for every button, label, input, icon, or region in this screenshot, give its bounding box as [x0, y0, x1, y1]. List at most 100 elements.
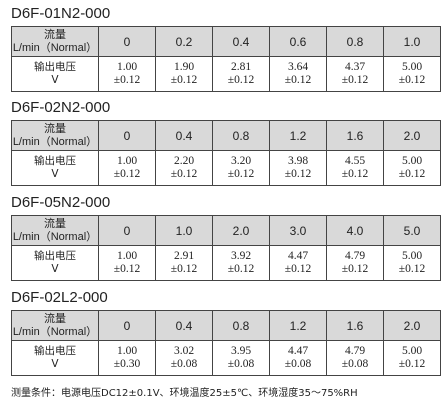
voltage-line: 3.20 [230, 155, 252, 167]
voltage-line: ±0.12 [341, 263, 369, 275]
voltage-line: 3.95 [230, 345, 252, 357]
voltage-line: 4.47 [287, 345, 309, 357]
voltage-cell: 5.00 ±0.12 [383, 245, 441, 281]
voltage-cell: 3.20 ±0.12 [212, 150, 270, 186]
voltage-line: ±0.12 [284, 263, 312, 275]
header-label-line: 流量 [44, 122, 66, 135]
voltage-line: ±0.12 [284, 74, 312, 86]
flow-value: 1.6 [326, 120, 384, 151]
flow-value: 2.0 [212, 215, 270, 246]
voltage-line: ±0.12 [341, 74, 369, 86]
voltage-line: ±0.12 [398, 74, 426, 86]
voltage-line: 4.47 [287, 250, 309, 262]
voltage-cell: 5.00 ±0.12 [383, 56, 441, 92]
section-title: D6F-05N2-000 [11, 194, 111, 211]
voltage-line: 3.02 [173, 345, 195, 357]
flow-value: 0 [98, 310, 156, 341]
row-label-line: V [51, 358, 59, 370]
section-title: D6F-02L2-000 [11, 289, 108, 306]
voltage-line: 1.90 [173, 61, 195, 73]
voltage-cell: 4.47 ±0.12 [269, 245, 327, 281]
voltage-line: 3.98 [287, 155, 309, 167]
flow-value: 1.0 [155, 215, 213, 246]
flow-value: 0.8 [212, 310, 270, 341]
header-label: 流量 L/min（Normal） [11, 310, 99, 341]
header-label: 流量 L/min（Normal） [11, 215, 99, 246]
voltage-cell: 1.00 ±0.12 [98, 245, 156, 281]
voltage-line: ±0.12 [170, 74, 198, 86]
voltage-cell: 3.98 ±0.12 [269, 150, 327, 186]
header-row: 流量 L/min（Normal） 0 1.0 2.0 3.0 4.0 5.0 [11, 215, 441, 246]
voltage-line: 4.37 [344, 61, 366, 73]
spec-table: 流量 L/min（Normal） 0 1.0 2.0 3.0 4.0 5.0 输出电压 V 1.00… [11, 215, 441, 281]
voltage-line: ±0.12 [170, 168, 198, 180]
voltage-line: ±0.12 [398, 168, 426, 180]
voltage-line: 5.00 [401, 250, 423, 262]
voltage-line: ±0.08 [170, 358, 198, 370]
header-row: 流量 L/min（Normal） 0 0.4 0.8 1.2 1.6 2.0 [11, 120, 441, 151]
header-label-line: L/min（Normal） [12, 325, 98, 338]
voltage-line: 2.20 [173, 155, 195, 167]
data-row: 输出电压 V 1.00 ±0.12 2.91 ±0.12 3.92 ±0.12 4.47 ±0.1… [11, 245, 441, 281]
flow-value: 0 [98, 26, 156, 57]
voltage-line: ±0.12 [113, 74, 141, 86]
spec-table: 流量 L/min（Normal） 0 0.4 0.8 1.2 1.6 2.0 输出电压 V 1.00… [11, 310, 441, 376]
flow-value: 0 [98, 120, 156, 151]
flow-value: 1.2 [269, 310, 327, 341]
voltage-line: ±0.08 [284, 358, 312, 370]
voltage-line: ±0.12 [170, 263, 198, 275]
section-title: D6F-01N2-000 [11, 5, 111, 22]
header-label-line: 流量 [44, 312, 66, 325]
voltage-line: 5.00 [401, 155, 423, 167]
voltage-cell: 1.90 ±0.12 [155, 56, 213, 92]
voltage-line: ±0.08 [341, 358, 369, 370]
voltage-cell: 1.00 ±0.12 [98, 56, 156, 92]
voltage-cell: 5.00 ±0.12 [383, 340, 441, 376]
voltage-line: 3.64 [287, 61, 309, 73]
header-label-line: L/min（Normal） [12, 230, 98, 243]
flow-value: 2.0 [383, 310, 441, 341]
flow-value: 0.4 [155, 120, 213, 151]
data-row: 输出电压 V 1.00 ±0.12 1.90 ±0.12 2.81 ±0.12 3.64 ±0.1… [11, 56, 441, 92]
flow-value: 3.0 [269, 215, 327, 246]
row-label-line: V [51, 263, 59, 275]
section: D6F-05N2-000 流量 L/min（Normal） 0 1.0 2.0 3.0 4.0… [11, 193, 441, 281]
header-row: 流量 L/min（Normal） 0 0.2 0.4 0.6 0.8 1.0 [11, 26, 441, 57]
spec-table: 流量 L/min（Normal） 0 0.4 0.8 1.2 1.6 2.0 输出电压 V 1.00… [11, 120, 441, 186]
flow-value: 0.6 [269, 26, 327, 57]
voltage-cell: 1.00 ±0.12 [98, 150, 156, 186]
row-label-line: V [51, 168, 59, 180]
data-row: 输出电压 V 1.00 ±0.12 2.20 ±0.12 3.20 ±0.12 3.98 ±0.1… [11, 150, 441, 186]
voltage-line: ±0.30 [113, 358, 141, 370]
voltage-cell: 4.47 ±0.08 [269, 340, 327, 376]
voltage-line: ±0.12 [113, 263, 141, 275]
voltage-cell: 3.64 ±0.12 [269, 56, 327, 92]
flow-value: 0.8 [212, 120, 270, 151]
voltage-cell: 2.81 ±0.12 [212, 56, 270, 92]
voltage-line: 4.79 [344, 345, 366, 357]
voltage-line: 2.81 [230, 61, 252, 73]
section: D6F-02L2-000 流量 L/min（Normal） 0 0.4 0.8 1.2 1.6… [11, 288, 441, 376]
flow-value: 0.4 [212, 26, 270, 57]
section-title: D6F-02N2-000 [11, 99, 111, 116]
voltage-line: 2.91 [173, 250, 195, 262]
voltage-line: 1.00 [116, 61, 138, 73]
row-label: 输出电压 V [11, 245, 99, 281]
header-label-line: 流量 [44, 28, 66, 41]
voltage-line: ±0.08 [227, 358, 255, 370]
voltage-cell: 1.00 ±0.30 [98, 340, 156, 376]
flow-value: 0.2 [155, 26, 213, 57]
section: D6F-01N2-000 流量 L/min（Normal） 0 0.2 0.4 0.6 0.8… [11, 4, 441, 92]
voltage-cell: 3.95 ±0.08 [212, 340, 270, 376]
voltage-line: 1.00 [116, 345, 138, 357]
header-label: 流量 L/min（Normal） [11, 26, 99, 57]
voltage-cell: 2.91 ±0.12 [155, 245, 213, 281]
voltage-line: 1.00 [116, 155, 138, 167]
voltage-line: ±0.12 [398, 263, 426, 275]
voltage-line: ±0.12 [227, 168, 255, 180]
row-label: 输出电压 V [11, 340, 99, 376]
row-label: 输出电压 V [11, 56, 99, 92]
flow-value: 1.6 [326, 310, 384, 341]
voltage-cell: 3.02 ±0.08 [155, 340, 213, 376]
